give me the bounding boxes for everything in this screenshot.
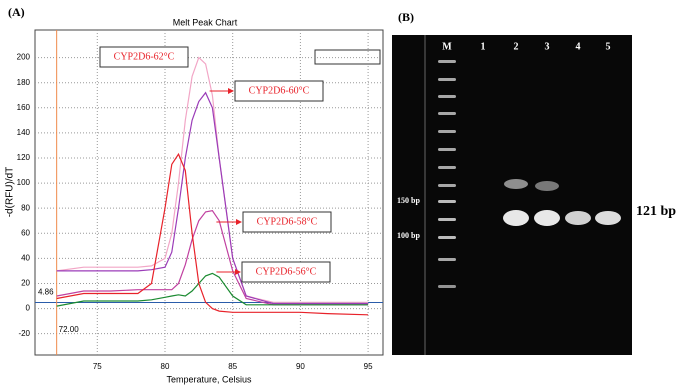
lane-label: 1 xyxy=(481,41,486,52)
figure: (A) (B) Melt Peak Chart Temperature, Cel… xyxy=(0,0,683,390)
y-tick-label: 40 xyxy=(21,253,30,262)
panel-label: (A) xyxy=(8,5,25,19)
callout-label: CYP2D6-62°C xyxy=(114,51,175,62)
x-tick-label: 95 xyxy=(364,362,373,371)
y-tick-label: 200 xyxy=(17,53,31,62)
ladder-band xyxy=(438,148,456,151)
lane-label: 2 xyxy=(514,41,519,52)
gel-background xyxy=(392,35,632,355)
chart-title: Melt Peak Chart xyxy=(173,17,238,27)
lane-label: 4 xyxy=(576,41,581,52)
lane-label: M xyxy=(442,41,452,52)
ladder-band xyxy=(438,218,456,221)
y-tick-label: 140 xyxy=(17,128,31,137)
product-label: 121 bp xyxy=(636,204,676,219)
lane-label: 5 xyxy=(606,41,611,52)
arrow-head xyxy=(236,219,242,225)
lane-label: 3 xyxy=(545,41,550,52)
band xyxy=(534,210,560,226)
ladder-band xyxy=(438,258,456,261)
y-tick-label: 60 xyxy=(21,228,30,237)
y-tick-label: 120 xyxy=(17,153,31,162)
callout-label: CYP2D6-56°C xyxy=(256,266,317,277)
x-axis-label: Temperature, Celsius xyxy=(166,374,252,384)
x-tick-label: 85 xyxy=(228,362,237,371)
y-tick-label: 80 xyxy=(21,203,30,212)
y-tick-label: 100 xyxy=(17,178,31,187)
callout-label: CYP2D6-60°C xyxy=(249,85,310,96)
threshold-label: 4.86 xyxy=(38,288,54,297)
size-label: 100 bp xyxy=(397,231,420,240)
legend-box xyxy=(315,50,380,64)
band xyxy=(565,211,591,225)
plot: -20 0 20 40 60 80 100 120 140 160 180 200 75 80 85 90 95… xyxy=(17,30,383,371)
ladder-band xyxy=(438,130,456,133)
gel: M 1 2 3 4 5 150 bp 100 bp xyxy=(392,35,632,355)
y-tick-label: 0 xyxy=(26,304,31,313)
x-tick-label: 90 xyxy=(296,362,305,371)
band xyxy=(595,211,621,225)
panel-label: (B) xyxy=(398,10,414,24)
y-axis-label: -d(RFU)/dT xyxy=(5,167,16,218)
size-label: 150 bp xyxy=(397,196,420,205)
band xyxy=(535,181,559,191)
ladder-band xyxy=(438,60,456,63)
start-line-label: 72.00 xyxy=(59,325,80,334)
x-tick-label: 75 xyxy=(93,362,102,371)
callout-label: CYP2D6-58°C xyxy=(257,216,318,227)
band xyxy=(503,210,529,226)
ladder-band xyxy=(438,184,456,187)
ladder-band xyxy=(438,95,456,98)
ladder-band xyxy=(438,78,456,81)
x-tick-label: 80 xyxy=(161,362,170,371)
ladder-band xyxy=(438,285,456,288)
ladder-band xyxy=(438,166,456,169)
y-tick-label: -20 xyxy=(18,329,30,338)
ladder-band xyxy=(438,236,456,239)
y-tick-label: 180 xyxy=(17,78,31,87)
ladder-band xyxy=(438,200,456,203)
y-tick-label: 160 xyxy=(17,103,31,112)
ladder-band xyxy=(438,112,456,115)
band xyxy=(504,179,528,189)
y-tick-label: 20 xyxy=(21,279,30,288)
